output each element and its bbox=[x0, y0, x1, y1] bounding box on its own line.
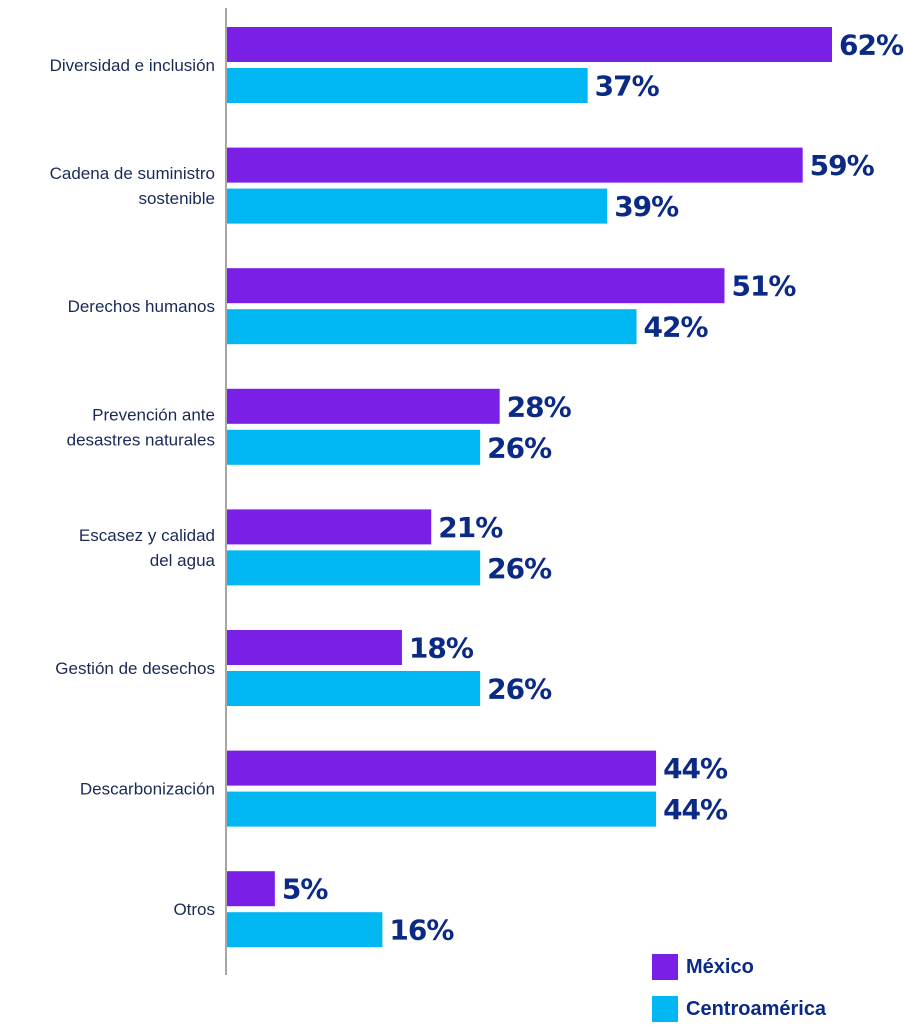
category-labels: Diversidad e inclusión Cadena de suminist… bbox=[50, 56, 216, 919]
value-label-otros-mexico: 5% bbox=[282, 873, 328, 906]
bar-gestion-de-desechos-mexico bbox=[226, 630, 402, 665]
category-label-prevencion-ante-desastres-naturales: Prevención ante desastres naturales bbox=[67, 405, 215, 449]
value-label-diversidad-e-inclusion-mexico: 62% bbox=[839, 29, 904, 62]
legend-swatch-centroamerica bbox=[652, 996, 678, 1022]
legend-label-centroamerica: Centroamérica bbox=[686, 997, 827, 1020]
category-label-derechos-humanos: Derechos humanos bbox=[68, 297, 215, 316]
value-label-otros-centroamerica: 16% bbox=[389, 914, 454, 947]
category-label-diversidad-e-inclusion: Diversidad e inclusión bbox=[50, 56, 215, 75]
category-label-escasez-y-calidad-del-agua: Escasez y calidad del agua bbox=[79, 526, 216, 570]
value-label-escasez-y-calidad-del-agua-mexico: 21% bbox=[438, 511, 503, 544]
bar-cadena-de-suministro-sostenible-centroamerica bbox=[226, 188, 608, 224]
category-label-gestion-de-desechos: Gestión de desechos bbox=[55, 659, 215, 678]
bar-escasez-y-calidad-del-agua-centroamerica bbox=[226, 550, 481, 586]
value-label-gestion-de-desechos-centroamerica: 26% bbox=[487, 673, 552, 706]
bar-gestion-de-desechos-centroamerica bbox=[226, 671, 481, 706]
bar-diversidad-e-inclusion-mexico bbox=[226, 27, 832, 62]
bar-derechos-humanos-centroamerica bbox=[226, 309, 637, 345]
bar-descarbonizacion-centroamerica bbox=[226, 791, 657, 827]
value-label-derechos-humanos-centroamerica: 42% bbox=[644, 311, 709, 344]
bar-descarbonizacion-mexico bbox=[226, 750, 657, 786]
bar-escasez-y-calidad-del-agua-mexico bbox=[226, 509, 432, 545]
legend: México Centroamérica bbox=[652, 952, 826, 1036]
bar-otros-mexico bbox=[226, 871, 275, 907]
legend-label-mexico: México bbox=[686, 955, 754, 978]
legend-item-centroamerica: Centroamérica bbox=[652, 994, 826, 1024]
value-label-descarbonizacion-centroamerica: 44% bbox=[663, 793, 728, 826]
value-label-descarbonizacion-mexico: 44% bbox=[663, 752, 728, 785]
bars-layer bbox=[226, 27, 832, 948]
bar-diversidad-e-inclusion-centroamerica bbox=[226, 68, 588, 103]
bar-derechos-humanos-mexico bbox=[226, 268, 725, 304]
category-label-descarbonizacion: Descarbonización bbox=[80, 780, 215, 799]
value-label-escasez-y-calidad-del-agua-centroamerica: 26% bbox=[487, 552, 552, 585]
value-label-diversidad-e-inclusion-centroamerica: 37% bbox=[595, 70, 660, 103]
value-labels: 62% 37% 59% 39% 51% 42% 28% 26% 21% 26% 18% 26% 44% 4… bbox=[282, 29, 904, 947]
bar-cadena-de-suministro-sostenible-mexico bbox=[226, 147, 803, 183]
legend-item-mexico: México bbox=[652, 952, 826, 982]
bar-otros-centroamerica bbox=[226, 912, 383, 948]
value-label-prevencion-ante-desastres-naturales-centroamerica: 26% bbox=[487, 431, 552, 464]
category-label-cadena-de-suministro-sostenible: Cadena de suministro sostenible bbox=[50, 164, 215, 208]
value-label-gestion-de-desechos-mexico: 18% bbox=[409, 632, 474, 665]
value-label-cadena-de-suministro-sostenible-centroamerica: 39% bbox=[614, 190, 679, 223]
value-label-derechos-humanos-mexico: 51% bbox=[731, 270, 796, 303]
legend-swatch-mexico bbox=[652, 954, 678, 980]
value-label-prevencion-ante-desastres-naturales-mexico: 28% bbox=[507, 390, 572, 423]
value-label-cadena-de-suministro-sostenible-mexico: 59% bbox=[810, 149, 875, 182]
category-label-otros: Otros bbox=[173, 900, 215, 919]
bar-prevencion-ante-desastres-naturales-centroamerica bbox=[226, 429, 481, 465]
bar-prevencion-ante-desastres-naturales-mexico bbox=[226, 388, 500, 424]
